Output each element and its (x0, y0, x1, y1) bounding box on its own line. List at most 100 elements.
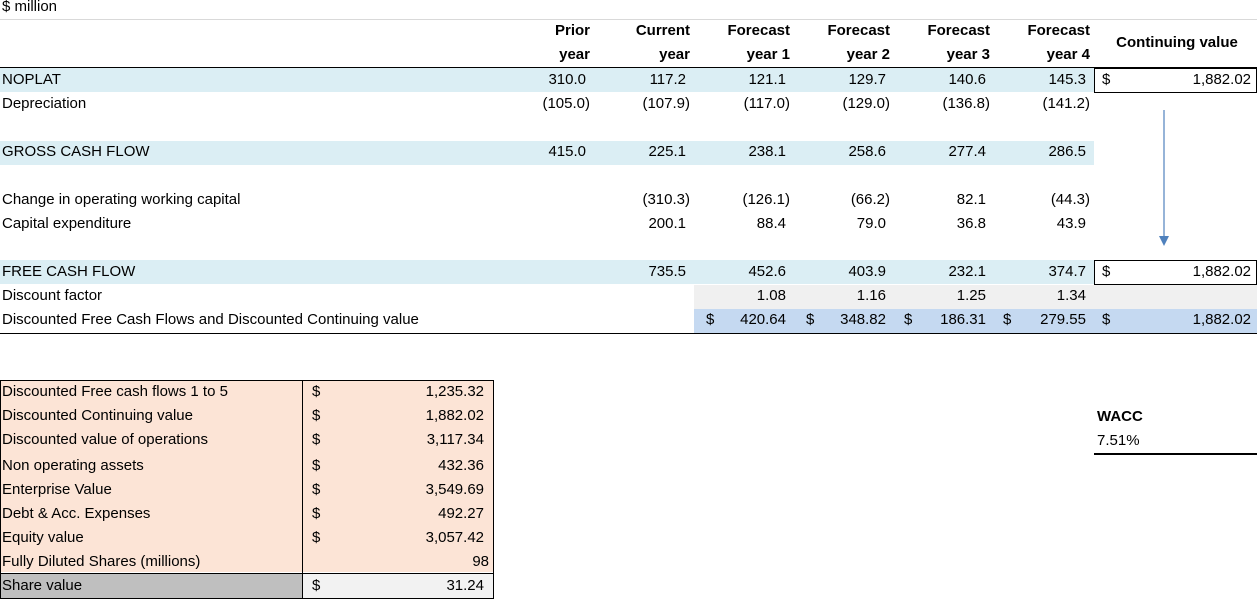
row-label: Capital expenditure (2, 215, 132, 232)
row-label: Change in operating working capital (2, 191, 241, 208)
summary-label: Non operating assets (2, 457, 144, 474)
cell: (105.0) (542, 95, 590, 112)
currency-sign: $ (312, 505, 321, 522)
cell: 1.25 (956, 287, 986, 304)
summary-value: 1,882.02 (425, 407, 484, 424)
cell: 735.5 (648, 263, 686, 280)
wacc-label: WACC (1097, 408, 1143, 425)
cell: 277.4 (948, 143, 986, 160)
currency-sign: $ (1102, 311, 1111, 328)
cv-value: 1,882.02 (1192, 263, 1251, 280)
col-header-fy3-2: year 3 (946, 46, 990, 63)
summary-value: 98 (472, 553, 489, 570)
summary-label: Discounted value of operations (2, 431, 208, 448)
summary-value: 3,549.69 (425, 481, 484, 498)
cell: 1.08 (756, 287, 786, 304)
summary-border (0, 380, 494, 599)
share-value-fill (0, 574, 302, 598)
currency-sign: $ (806, 311, 815, 328)
discounted-band (694, 309, 1257, 333)
summary-value: 31.24 (446, 577, 484, 594)
col-header-fy2-2: year 2 (846, 46, 890, 63)
cv-value: 1,882.02 (1192, 311, 1251, 328)
cell: 79.0 (856, 215, 886, 232)
summary-label: Discounted Free cash flows 1 to 5 (2, 383, 228, 400)
summary-value: 492.27 (438, 505, 484, 522)
cell: 145.3 (1048, 71, 1086, 88)
col-header-current-1: Current (635, 22, 690, 39)
cell: 186.31 (940, 311, 986, 328)
cell: 225.1 (648, 143, 686, 160)
row-label: GROSS CASH FLOW (2, 143, 150, 160)
cell: 374.7 (1048, 263, 1086, 280)
currency-sign: $ (312, 383, 321, 400)
col-header-continuing-value: Continuing value (1116, 34, 1238, 51)
cell: 310.0 (548, 71, 586, 88)
currency-sign: $ (312, 529, 321, 546)
col-header-fy3-1: Forecast (927, 22, 990, 39)
unit-label: $ million (2, 0, 58, 15)
currency-sign: $ (706, 311, 715, 328)
top-divider (0, 19, 1257, 20)
col-header-fy4-2: year 4 (1046, 46, 1090, 63)
currency-sign: $ (1003, 311, 1012, 328)
row-label: Discounted Free Cash Flows and Discounte… (2, 311, 419, 328)
cell: 43.9 (1056, 215, 1086, 232)
row-label: NOPLAT (2, 71, 61, 88)
currency-sign: $ (1102, 71, 1111, 88)
cell: 129.7 (848, 71, 886, 88)
cell: (117.0) (743, 95, 790, 112)
currency-sign: $ (312, 481, 321, 498)
summary-label: Discounted Continuing value (2, 407, 193, 424)
cell: 36.8 (956, 215, 986, 232)
currency-sign: $ (312, 577, 321, 594)
summary-divider (302, 380, 303, 599)
cell: 348.82 (840, 311, 886, 328)
cell: 452.6 (748, 263, 786, 280)
cell: 200.1 (648, 215, 686, 232)
currency-sign: $ (904, 311, 913, 328)
cell: (310.3) (642, 191, 690, 208)
cell: 415.0 (548, 143, 586, 160)
summary-fill (0, 380, 493, 572)
down-arrow-icon (1159, 110, 1169, 246)
summary-label: Equity value (2, 529, 84, 546)
summary-separator (0, 573, 494, 574)
cv-value: 1,882.02 (1192, 71, 1251, 88)
cell: 286.5 (1048, 143, 1086, 160)
gross-cash-flow-band (0, 141, 1094, 165)
col-header-fy4-1: Forecast (1027, 22, 1090, 39)
summary-value: 1,235.32 (425, 383, 484, 400)
header-underline (0, 67, 1257, 68)
free-cash-flow-band (0, 260, 1094, 284)
row-label: Depreciation (2, 95, 87, 112)
col-header-fy1-1: Forecast (727, 22, 790, 39)
cell: (107.9) (642, 95, 690, 112)
cell: 232.1 (948, 263, 986, 280)
cell: 117.2 (649, 71, 686, 88)
currency-sign: $ (312, 431, 321, 448)
summary-label: Debt & Acc. Expenses (2, 505, 151, 522)
cell: (129.0) (842, 95, 890, 112)
col-header-fy1-2: year 1 (746, 46, 790, 63)
cell: 88.4 (756, 215, 786, 232)
summary-label: Fully Diluted Shares (millions) (2, 553, 201, 570)
share-value-num-fill (302, 574, 493, 598)
cell: (126.1) (742, 191, 790, 208)
summary-value: 432.36 (438, 457, 484, 474)
cell: 140.6 (948, 71, 986, 88)
discount-factor-band (694, 285, 1257, 309)
cell: 1.16 (856, 287, 886, 304)
cell: 403.9 (848, 263, 886, 280)
summary-label: Share value (2, 577, 83, 594)
currency-sign: $ (312, 407, 321, 424)
summary-value: 3,057.42 (425, 529, 484, 546)
cell: (136.8) (942, 95, 990, 112)
currency-sign: $ (312, 457, 321, 474)
wacc-double-underline (1094, 453, 1257, 455)
cell: 121.1 (748, 71, 786, 88)
wacc-value: 7.51% (1097, 432, 1140, 449)
currency-sign: $ (1102, 263, 1111, 280)
cell: (44.3) (1050, 191, 1090, 208)
summary-value: 3,117.34 (426, 431, 484, 448)
